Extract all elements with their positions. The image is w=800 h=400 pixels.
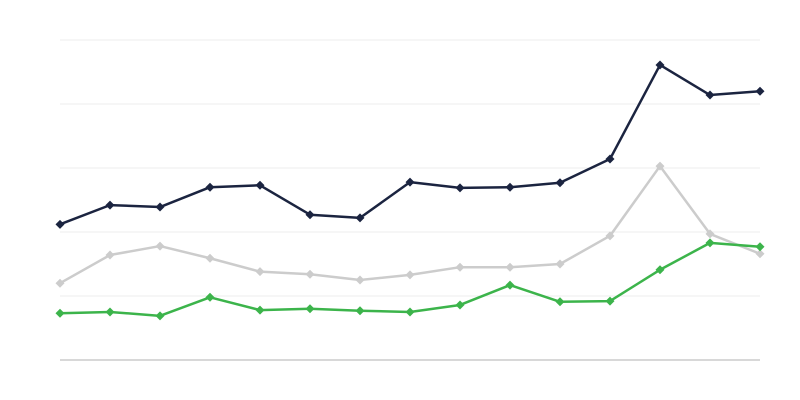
point-marker bbox=[255, 305, 265, 315]
point-marker bbox=[205, 292, 215, 302]
point-marker bbox=[155, 241, 165, 251]
point-marker bbox=[405, 270, 415, 280]
point-marker bbox=[655, 60, 665, 70]
point-marker bbox=[505, 182, 515, 192]
series-line bbox=[59, 63, 761, 226]
point-marker bbox=[105, 200, 115, 210]
point-marker bbox=[305, 304, 315, 314]
point-marker bbox=[455, 183, 465, 193]
point-marker bbox=[505, 280, 515, 290]
point-marker bbox=[355, 306, 365, 316]
point-marker bbox=[705, 238, 715, 248]
point-marker bbox=[455, 262, 465, 272]
point-marker bbox=[555, 297, 565, 307]
point-marker bbox=[405, 307, 415, 317]
point-marker bbox=[505, 262, 515, 272]
point-marker bbox=[205, 253, 215, 263]
point-marker bbox=[355, 213, 365, 223]
point-marker bbox=[605, 154, 615, 164]
point-marker bbox=[605, 296, 615, 306]
point-marker bbox=[755, 86, 765, 96]
point-marker bbox=[205, 182, 215, 192]
point-marker bbox=[55, 308, 65, 318]
point-marker bbox=[555, 259, 565, 269]
point-marker bbox=[255, 180, 265, 190]
point-marker bbox=[155, 202, 165, 212]
point-marker bbox=[155, 311, 165, 321]
point-marker bbox=[755, 249, 765, 259]
point-marker bbox=[555, 178, 565, 188]
point-marker bbox=[655, 161, 665, 171]
point-marker bbox=[405, 177, 415, 187]
point-marker bbox=[55, 219, 65, 229]
point-marker bbox=[105, 307, 115, 317]
point-marker bbox=[105, 250, 115, 260]
point-marker bbox=[605, 231, 615, 241]
point-marker bbox=[255, 267, 265, 277]
point-marker bbox=[455, 300, 465, 310]
point-marker bbox=[705, 90, 715, 100]
point-marker bbox=[305, 269, 315, 279]
point-marker bbox=[305, 210, 315, 220]
point-marker bbox=[755, 242, 765, 252]
point-marker bbox=[355, 275, 365, 285]
point-marker bbox=[655, 265, 665, 275]
point-marker bbox=[55, 278, 65, 288]
point-marker bbox=[705, 229, 715, 239]
